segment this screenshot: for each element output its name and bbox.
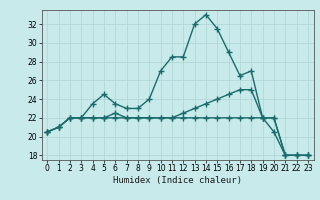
X-axis label: Humidex (Indice chaleur): Humidex (Indice chaleur) xyxy=(113,176,242,185)
